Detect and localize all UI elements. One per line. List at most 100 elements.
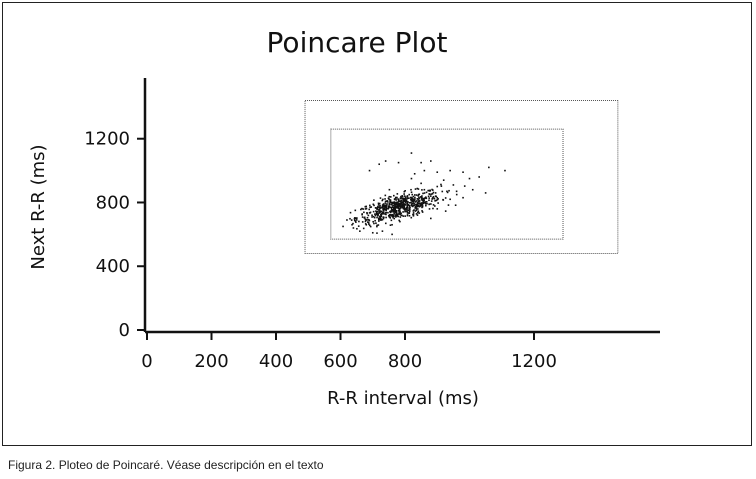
scatter-point [358, 220, 360, 223]
scatter-point [410, 191, 413, 194]
scatter-point [399, 220, 401, 223]
scatter-point [417, 188, 420, 190]
scatter-point [359, 230, 361, 232]
region-boxes [304, 99, 619, 254]
scatter-point [378, 202, 381, 205]
scatter-point [400, 199, 402, 202]
scatter-point [373, 222, 375, 225]
scatter-point [446, 191, 449, 194]
scatter-point [366, 221, 369, 223]
scatter-point [378, 210, 380, 212]
scatter-point [403, 190, 406, 193]
scatter-point [449, 198, 451, 201]
y-tick-label: 800 [96, 192, 130, 213]
scatter-point [420, 202, 423, 205]
scatter-point [369, 211, 372, 214]
scatter-point [471, 188, 474, 191]
scatter-point [377, 205, 379, 208]
scatter-point [414, 188, 417, 190]
scatter-point [408, 214, 411, 217]
scatter-point [387, 207, 390, 209]
scatter-point [381, 204, 384, 206]
scatter-point [429, 190, 431, 192]
scatter-point [425, 204, 427, 207]
scatter-point [415, 204, 418, 207]
x-axis-label: R-R interval (ms) [327, 388, 479, 409]
scatter-point [353, 219, 356, 222]
scatter-point [354, 220, 357, 222]
scatter-point [349, 211, 352, 214]
scatter-point [390, 219, 393, 222]
scatter-point [375, 212, 378, 215]
scatter-point [441, 190, 444, 193]
scatter-point [378, 212, 380, 214]
scatter-point [406, 201, 409, 203]
scatter-point [455, 190, 458, 193]
scatter-point [402, 203, 405, 205]
scatter-point [413, 200, 416, 202]
scatter-point [417, 195, 420, 197]
scatter-point [454, 204, 457, 207]
scatter-point [352, 222, 354, 225]
scatter-point [354, 217, 356, 219]
figure-frame [2, 2, 752, 446]
scatter-point [423, 169, 426, 172]
scatter-point [365, 219, 368, 221]
scatter-point [382, 217, 385, 220]
scatter-point [395, 213, 398, 216]
scatter-point [432, 195, 435, 198]
scatter-point [430, 203, 432, 205]
scatter-point [416, 197, 419, 200]
scatter-point [363, 216, 366, 219]
scatter-point [416, 187, 419, 190]
scatter-point [440, 183, 442, 186]
scatter-points [342, 152, 506, 236]
scatter-point [373, 204, 375, 207]
scatter-point [374, 219, 376, 222]
scatter-point [378, 218, 380, 221]
scatter-point [368, 169, 371, 172]
scatter-point [408, 207, 410, 209]
scatter-point [364, 218, 367, 220]
scatter-point [414, 207, 416, 209]
scatter-point [379, 216, 381, 219]
scatter-point [377, 214, 380, 216]
scatter-point [362, 208, 365, 210]
scatter-point [417, 199, 420, 201]
scatter-point [400, 205, 403, 208]
scatter-point [379, 207, 382, 209]
scatter-point [417, 193, 420, 196]
scatter-point [380, 215, 383, 218]
scatter-point [404, 215, 407, 217]
scatter-point [394, 208, 397, 210]
scatter-point [390, 206, 393, 209]
scatter-point [386, 201, 389, 203]
scatter-point [399, 210, 401, 213]
scatter-point [355, 221, 357, 223]
scatter-point [379, 197, 382, 199]
scatter-point [397, 201, 399, 204]
scatter-point [468, 177, 471, 180]
scatter-point [364, 223, 367, 225]
scatter-point [403, 193, 405, 195]
scatter-point [410, 203, 413, 206]
scatter-point [402, 200, 405, 202]
scatter-point [416, 201, 419, 204]
scatter-point [376, 207, 379, 210]
y-axis-ticks: 0 400 800 1200 [84, 129, 145, 341]
scatter-point [431, 197, 434, 199]
scatter-point [436, 171, 439, 173]
scatter-point [365, 205, 368, 208]
scatter-point [385, 216, 387, 219]
scatter-point [401, 203, 404, 206]
scatter-point [425, 203, 427, 205]
scatter-point [408, 201, 411, 204]
scatter-point [397, 204, 400, 207]
scatter-point [376, 213, 379, 216]
scatter-point [392, 210, 394, 213]
scatter-point [382, 209, 385, 212]
scatter-point [378, 208, 381, 211]
scatter-point [381, 218, 384, 221]
scatter-point [395, 216, 397, 218]
scatter-point [418, 202, 421, 204]
